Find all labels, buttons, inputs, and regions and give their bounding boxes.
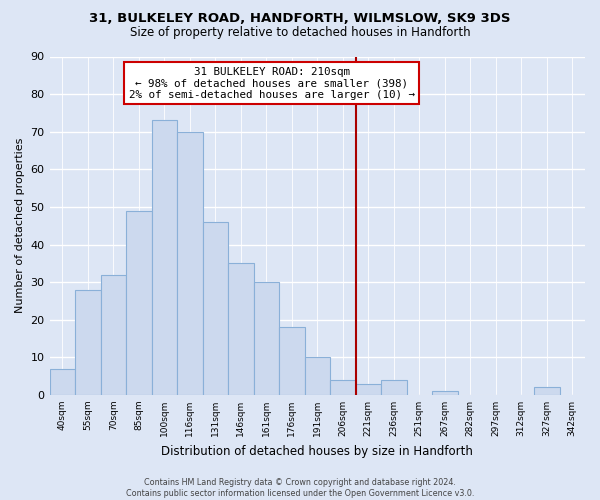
Bar xyxy=(432,391,458,395)
Y-axis label: Number of detached properties: Number of detached properties xyxy=(15,138,25,314)
Bar xyxy=(534,388,560,395)
Bar xyxy=(101,274,126,395)
Bar xyxy=(330,380,356,395)
Bar xyxy=(254,282,279,395)
Bar xyxy=(152,120,177,395)
Bar xyxy=(50,368,75,395)
Bar xyxy=(177,132,203,395)
Bar xyxy=(203,222,228,395)
Bar xyxy=(305,358,330,395)
Bar xyxy=(356,384,381,395)
Bar xyxy=(279,327,305,395)
Text: Size of property relative to detached houses in Handforth: Size of property relative to detached ho… xyxy=(130,26,470,39)
Text: 31 BULKELEY ROAD: 210sqm
← 98% of detached houses are smaller (398)
2% of semi-d: 31 BULKELEY ROAD: 210sqm ← 98% of detach… xyxy=(129,66,415,100)
X-axis label: Distribution of detached houses by size in Handforth: Distribution of detached houses by size … xyxy=(161,444,473,458)
Bar xyxy=(126,210,152,395)
Text: 31, BULKELEY ROAD, HANDFORTH, WILMSLOW, SK9 3DS: 31, BULKELEY ROAD, HANDFORTH, WILMSLOW, … xyxy=(89,12,511,26)
Bar xyxy=(228,264,254,395)
Bar xyxy=(75,290,101,395)
Bar xyxy=(381,380,407,395)
Text: Contains HM Land Registry data © Crown copyright and database right 2024.
Contai: Contains HM Land Registry data © Crown c… xyxy=(126,478,474,498)
